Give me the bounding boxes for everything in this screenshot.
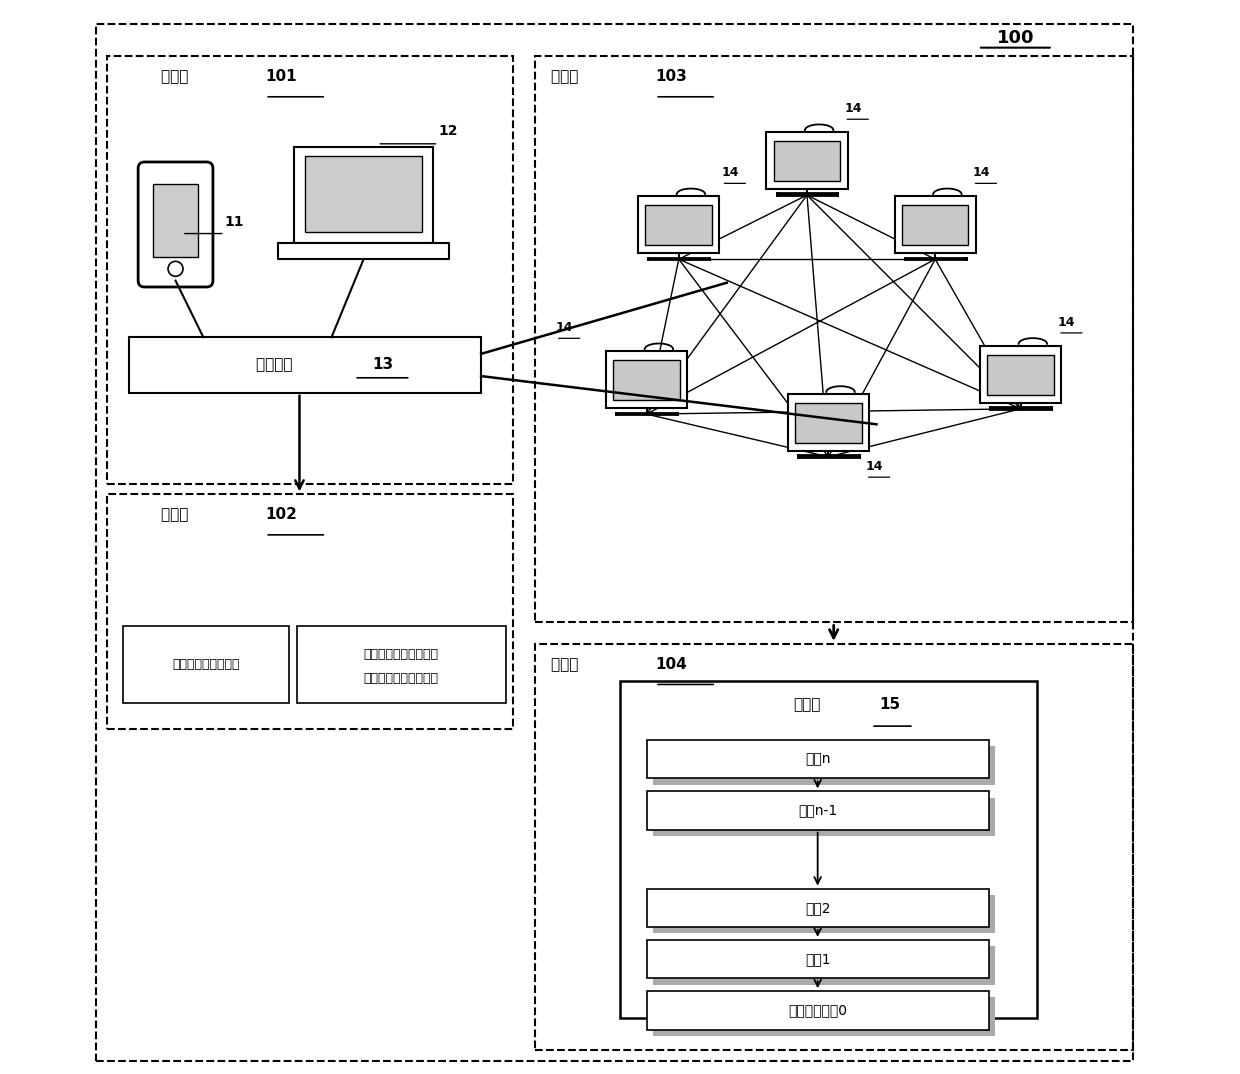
Text: 区块2: 区块2	[805, 901, 831, 915]
Bar	[620, 681, 1037, 1018]
Text: 区块n-1: 区块n-1	[799, 803, 837, 817]
Bar	[653, 798, 994, 837]
Bar	[653, 946, 994, 985]
Text: 区块链: 区块链	[794, 697, 821, 712]
Text: 智能合约、侧链应用: 智能合约、侧链应用	[172, 657, 241, 670]
Bar	[606, 351, 687, 408]
Text: 14: 14	[556, 321, 573, 334]
Text: 14: 14	[972, 166, 990, 179]
Text: 应用层: 应用层	[160, 69, 192, 84]
FancyBboxPatch shape	[138, 162, 213, 287]
Bar	[901, 205, 968, 245]
Text: 103: 103	[655, 69, 687, 84]
Text: 11: 11	[224, 215, 244, 229]
Text: 101: 101	[265, 69, 296, 84]
Bar	[987, 354, 1054, 394]
Bar	[894, 197, 976, 253]
Text: 12: 12	[439, 124, 458, 137]
Bar	[153, 185, 198, 257]
Bar	[129, 337, 481, 393]
Text: 区块1: 区块1	[805, 952, 831, 966]
Text: 14: 14	[722, 166, 739, 179]
Text: 文档、图片、视频等用: 文档、图片、视频等用	[363, 648, 439, 661]
Bar	[646, 205, 712, 245]
Bar	[614, 360, 680, 400]
Text: 数据层: 数据层	[551, 656, 583, 671]
Text: 14: 14	[844, 102, 862, 115]
Bar	[647, 740, 988, 779]
Bar	[653, 746, 994, 785]
Bar	[787, 394, 869, 451]
Bar	[647, 888, 988, 927]
Bar	[647, 792, 988, 830]
Bar	[123, 626, 289, 702]
Text: 15: 15	[879, 697, 901, 712]
Text: 100: 100	[997, 29, 1034, 47]
Bar	[298, 626, 506, 702]
Text: 网络层: 网络层	[551, 69, 583, 84]
Polygon shape	[278, 243, 449, 259]
Polygon shape	[145, 169, 207, 280]
Bar	[795, 403, 862, 442]
Bar	[647, 991, 988, 1030]
Text: 104: 104	[655, 656, 687, 671]
Text: 区块n: 区块n	[805, 752, 831, 766]
Text: 13: 13	[372, 358, 393, 373]
Bar	[294, 147, 433, 243]
Text: （创世）区块0: （创世）区块0	[789, 1003, 847, 1017]
Text: 扩展层: 扩展层	[160, 507, 192, 522]
Bar	[305, 156, 423, 232]
Text: 102: 102	[265, 507, 298, 522]
Bar	[653, 998, 994, 1036]
Text: 交易平台: 交易平台	[255, 358, 298, 373]
Bar	[639, 197, 719, 253]
Text: 户数据文件存储和分享: 户数据文件存储和分享	[363, 671, 439, 684]
Text: 14: 14	[1058, 316, 1075, 329]
Text: 14: 14	[866, 460, 883, 473]
Bar	[647, 940, 988, 978]
Bar	[774, 141, 841, 180]
Bar	[653, 895, 994, 933]
Bar	[766, 132, 848, 189]
Bar	[980, 346, 1061, 403]
